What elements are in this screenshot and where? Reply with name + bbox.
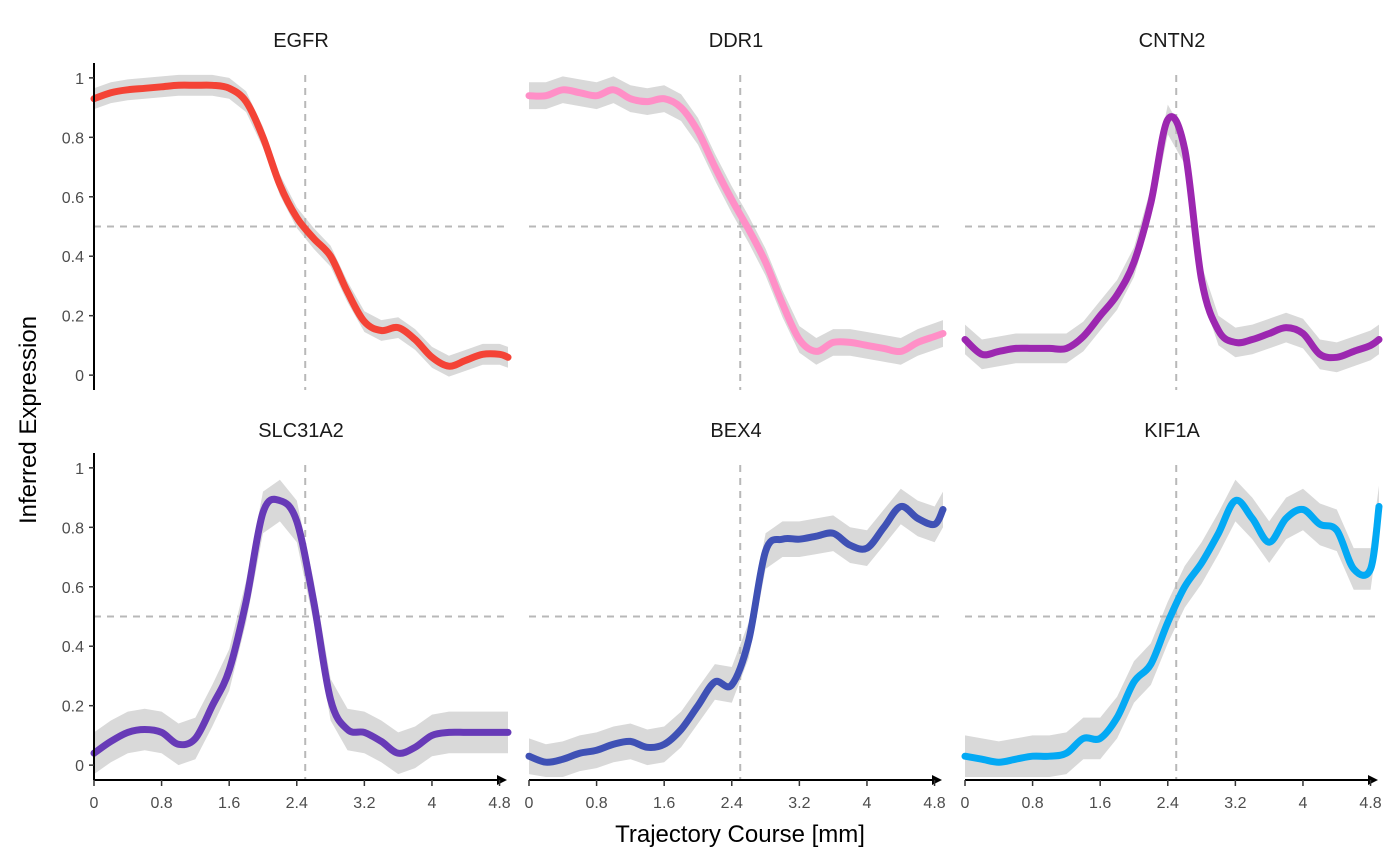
panel-title-bex4: BEX4	[710, 420, 761, 442]
x-tick-label: 3.2	[1224, 795, 1246, 812]
x-axis-title: Trajectory Course [mm]	[615, 821, 865, 848]
y-tick-label: 0.2	[62, 309, 84, 326]
panel-egfr: EGFR 0 0.2 0.4 0.6 0.8 1	[62, 30, 512, 390]
panel-title-ddr1: DDR1	[709, 30, 763, 52]
series-line-ddr1	[525, 86, 947, 356]
x-tick-label: 0.8	[150, 795, 172, 812]
y-tick-label: 0	[75, 758, 84, 775]
panel-kif1a: KIF1A 0 0.8 1.6 2.4 3.2 4 4.8	[961, 420, 1383, 812]
x-tick-label: 2.4	[721, 795, 743, 812]
chart-panels: EGFR 0 0.2 0.4 0.6 0.8 1 DDR1 CNTN2 SLC31A2 0 0.2 0.…	[62, 30, 1383, 812]
series-line-slc31a2	[90, 495, 512, 757]
x-tick-label: 4	[1299, 795, 1308, 812]
x-tick-label: 3.2	[788, 795, 810, 812]
x-tick-label: 3.2	[353, 795, 375, 812]
x-tick-label: 1.6	[653, 795, 675, 812]
panel-title-egfr: EGFR	[273, 30, 329, 52]
confidence-band-kif1a	[965, 479, 1379, 777]
x-tick-label: 0.8	[1021, 795, 1043, 812]
x-tick-label: 2.4	[1157, 795, 1179, 812]
x-tick-label: 2.4	[286, 795, 308, 812]
y-tick-label: 1	[75, 71, 84, 88]
confidence-band-ddr1	[529, 76, 943, 365]
y-tick-label: 0.6	[62, 190, 84, 207]
panel-slc31a2: SLC31A2 0 0.2 0.4 0.6 0.8 1 0 0.8 1.6 2.4 3.2 4 4.8	[62, 420, 512, 812]
y-tick-label: 0.8	[62, 130, 84, 147]
x-tick-label: 4	[863, 795, 872, 812]
x-tick-label: 4.8	[923, 795, 945, 812]
y-tick-label: 0.8	[62, 520, 84, 537]
confidence-band-bex4	[529, 488, 943, 777]
panel-title-slc31a2: SLC31A2	[258, 420, 344, 442]
series-line-kif1a	[961, 496, 1383, 766]
y-tick-label: 1	[75, 461, 84, 478]
series-line-egfr	[90, 81, 512, 370]
confidence-band-cntn2	[965, 104, 1379, 373]
x-tick-label: 0.8	[585, 795, 607, 812]
x-tick-label: 4	[428, 795, 437, 812]
panel-title-kif1a: KIF1A	[1144, 420, 1200, 442]
x-tick-label: 4.8	[488, 795, 510, 812]
y-tick-label: 0.4	[62, 249, 84, 266]
x-tick-label: 4.8	[1359, 795, 1381, 812]
x-tick-label: 1.6	[1089, 795, 1111, 812]
y-axis-title: Inferred Expression	[15, 316, 42, 524]
series-line-bex4	[525, 502, 947, 766]
y-tick-label: 0.6	[62, 580, 84, 597]
panel-bex4: BEX4 0 0.8 1.6 2.4 3.2 4 4.8	[525, 420, 947, 812]
panel-ddr1: DDR1	[525, 30, 947, 390]
panel-cntn2: CNTN2	[961, 30, 1383, 390]
y-tick-label: 0.2	[62, 699, 84, 716]
x-tick-label: 0	[525, 795, 534, 812]
x-tick-label: 0	[90, 795, 99, 812]
x-tick-label: 0	[961, 795, 970, 812]
series-line-cntn2	[961, 113, 1383, 362]
y-tick-label: 0	[75, 368, 84, 385]
panel-title-cntn2: CNTN2	[1139, 30, 1206, 52]
y-tick-label: 0.4	[62, 639, 84, 656]
x-tick-label: 1.6	[218, 795, 240, 812]
